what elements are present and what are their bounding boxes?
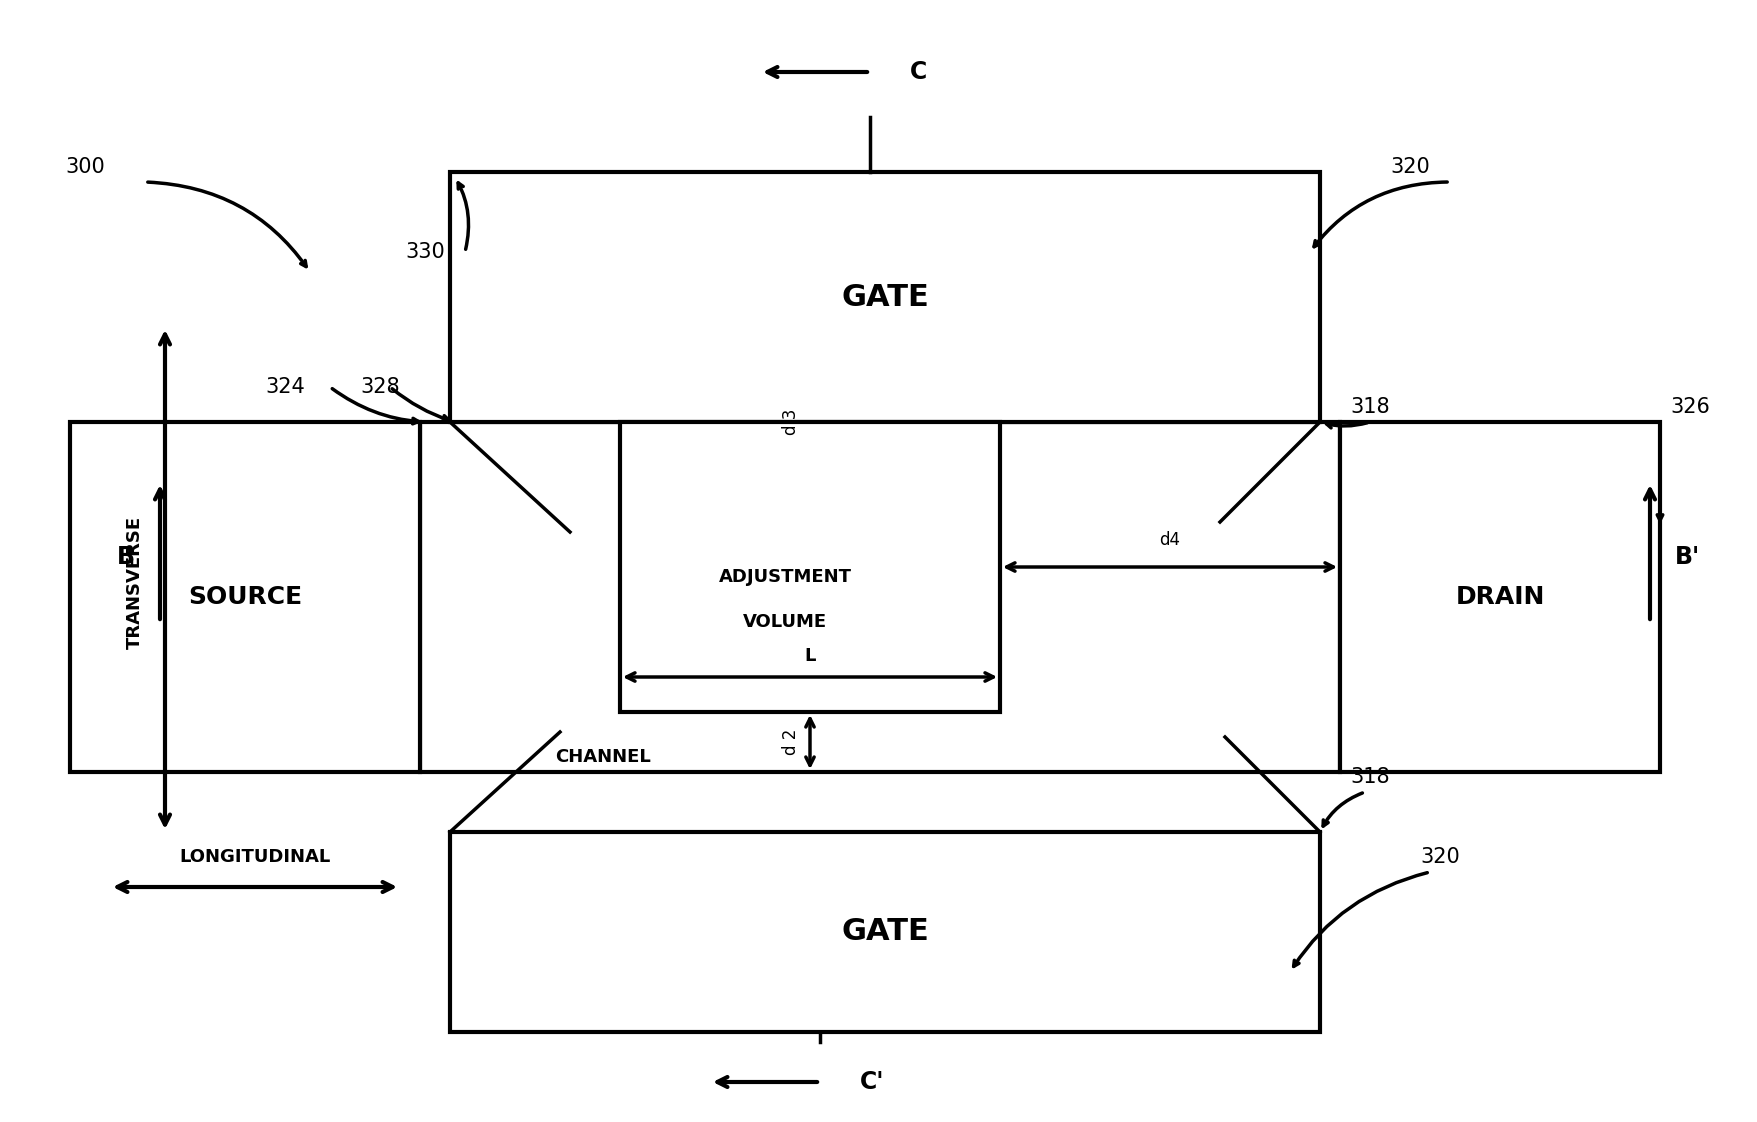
Text: SOURCE: SOURCE <box>188 585 302 609</box>
Text: C': C' <box>859 1070 884 1094</box>
Text: B: B <box>118 545 135 569</box>
Text: 300: 300 <box>65 157 105 177</box>
Text: 330: 330 <box>404 242 445 263</box>
Text: 320: 320 <box>1390 157 1428 177</box>
Text: VOLUME: VOLUME <box>743 613 826 631</box>
Text: B': B' <box>1674 545 1699 569</box>
Text: d4: d4 <box>1160 531 1181 549</box>
Text: d 3: d 3 <box>782 408 799 435</box>
Bar <box>450 172 1320 422</box>
Text: 318: 318 <box>1349 397 1388 417</box>
Text: 324: 324 <box>265 377 304 397</box>
Bar <box>420 422 1339 772</box>
Text: C: C <box>910 59 926 84</box>
Text: 326: 326 <box>1669 397 1710 417</box>
Text: d 2: d 2 <box>782 729 799 755</box>
Text: TRANSVERSE: TRANSVERSE <box>127 515 144 649</box>
Bar <box>1339 422 1659 772</box>
Bar <box>620 422 1000 712</box>
Text: L: L <box>805 647 815 665</box>
Text: GATE: GATE <box>840 918 928 947</box>
Text: ADJUSTMENT: ADJUSTMENT <box>719 568 850 586</box>
Bar <box>450 833 1320 1032</box>
Text: CHANNEL: CHANNEL <box>555 748 650 766</box>
Text: 328: 328 <box>360 377 399 397</box>
Text: 320: 320 <box>1420 847 1458 867</box>
Text: LONGITUDINAL: LONGITUDINAL <box>179 848 330 866</box>
Text: GATE: GATE <box>840 283 928 312</box>
Text: DRAIN: DRAIN <box>1455 585 1544 609</box>
Bar <box>70 422 420 772</box>
Text: 318: 318 <box>1349 767 1388 787</box>
